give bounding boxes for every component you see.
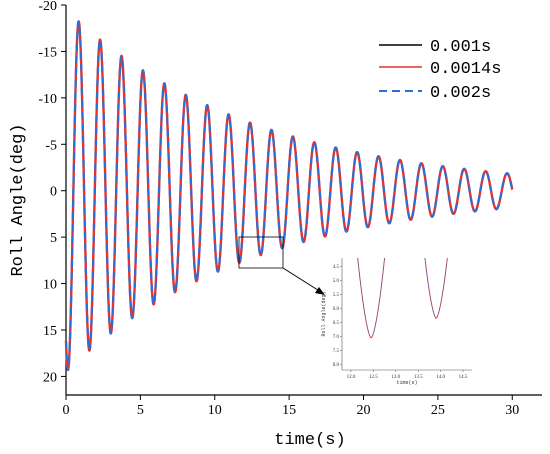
zoom-region-box: [238, 236, 284, 269]
y-axis-ticks: -20 -15 -10 -5 0 5 10 15 20: [38, 0, 66, 385]
x-tick-label-4: 20: [357, 403, 371, 418]
series-layer: [64, 20, 514, 372]
inset-x-ticks: 12.0 12.5 13.0 13.5 14.0 14.5: [347, 370, 468, 380]
inset-y-tick-label-3: 6.0: [333, 307, 340, 312]
inset-x-tick-label-5: 14.5: [459, 375, 468, 380]
y-axis-title: Roll Angle(deg): [9, 123, 28, 276]
x-axis-ticks: 0 5 10 15 20 25 30: [63, 395, 519, 418]
inset-y-tick-label-4: 6.5: [333, 321, 340, 326]
zoom-arrow-head: [315, 287, 325, 295]
inset-background: [342, 258, 472, 370]
inset-curve-blue-0: [357, 257, 385, 339]
legend-label-0002s: 0.002s: [430, 84, 491, 103]
x-tick-label-2: 10: [208, 403, 222, 418]
zoom-marker: [238, 236, 325, 295]
zoom-arrow-line: [282, 267, 322, 293]
y-tick-label-5: 5: [50, 231, 57, 246]
plot-area: [64, 5, 542, 396]
inset-curve-blue-1: [424, 257, 448, 319]
x-tick-label-3: 15: [282, 403, 296, 418]
y-tick-label-6: 10: [43, 278, 57, 293]
x-tick-label-0: 0: [63, 403, 70, 418]
inset-x-tick-label-3: 13.5: [414, 375, 423, 380]
inset-x-tick-label-4: 14.0: [436, 375, 445, 380]
inset-x-tick-label-0: 12.0: [347, 375, 356, 380]
x-tick-label-6: 30: [505, 403, 519, 418]
inset-y-tick-label-0: 4.5: [333, 265, 340, 270]
y-tick-label-3: -5: [45, 138, 57, 153]
legend: 0.001s 0.0014s 0.002s: [379, 38, 501, 103]
inset-y-tick-label-5: 7.0: [333, 335, 340, 340]
legend-label-0001s: 0.001s: [430, 38, 491, 57]
inset-x-tick-label-1: 12.5: [369, 375, 378, 380]
y-tick-label-2: -10: [38, 92, 57, 107]
legend-label-00014s: 0.0014s: [430, 60, 501, 79]
inset-y-ticks: 4.5 5.0 5.5 6.0 6.5 7.0 7.5 8.0: [333, 265, 342, 368]
x-tick-label-1: 5: [137, 403, 144, 418]
inset-curves: [357, 257, 448, 339]
inset-y-title: Roll Angle(deg): [321, 291, 327, 336]
inset-x-tick-label-2: 13.0: [391, 375, 400, 380]
inset-y-tick-label-6: 7.5: [333, 349, 340, 354]
y-tick-label-4: 0: [50, 185, 57, 200]
series-line-2: [64, 20, 514, 371]
zoom-inset: 12.0 12.5 13.0 13.5 14.0 14.5 4.5 5.0 5.5 6.0 6.5…: [321, 257, 472, 386]
inset-y-tick-label-1: 5.0: [333, 279, 340, 284]
y-tick-label-0: -20: [38, 0, 57, 14]
x-axis-title: time(s): [274, 431, 345, 450]
y-tick-label-8: 20: [43, 370, 57, 385]
inset-y-tick-label-2: 5.5: [333, 293, 340, 298]
y-tick-label-1: -15: [38, 45, 57, 60]
inset-y-tick-label-7: 8.0: [333, 363, 340, 368]
x-tick-label-5: 25: [431, 403, 445, 418]
y-tick-label-7: 15: [43, 324, 57, 339]
inset-x-title: time(s): [396, 380, 417, 386]
